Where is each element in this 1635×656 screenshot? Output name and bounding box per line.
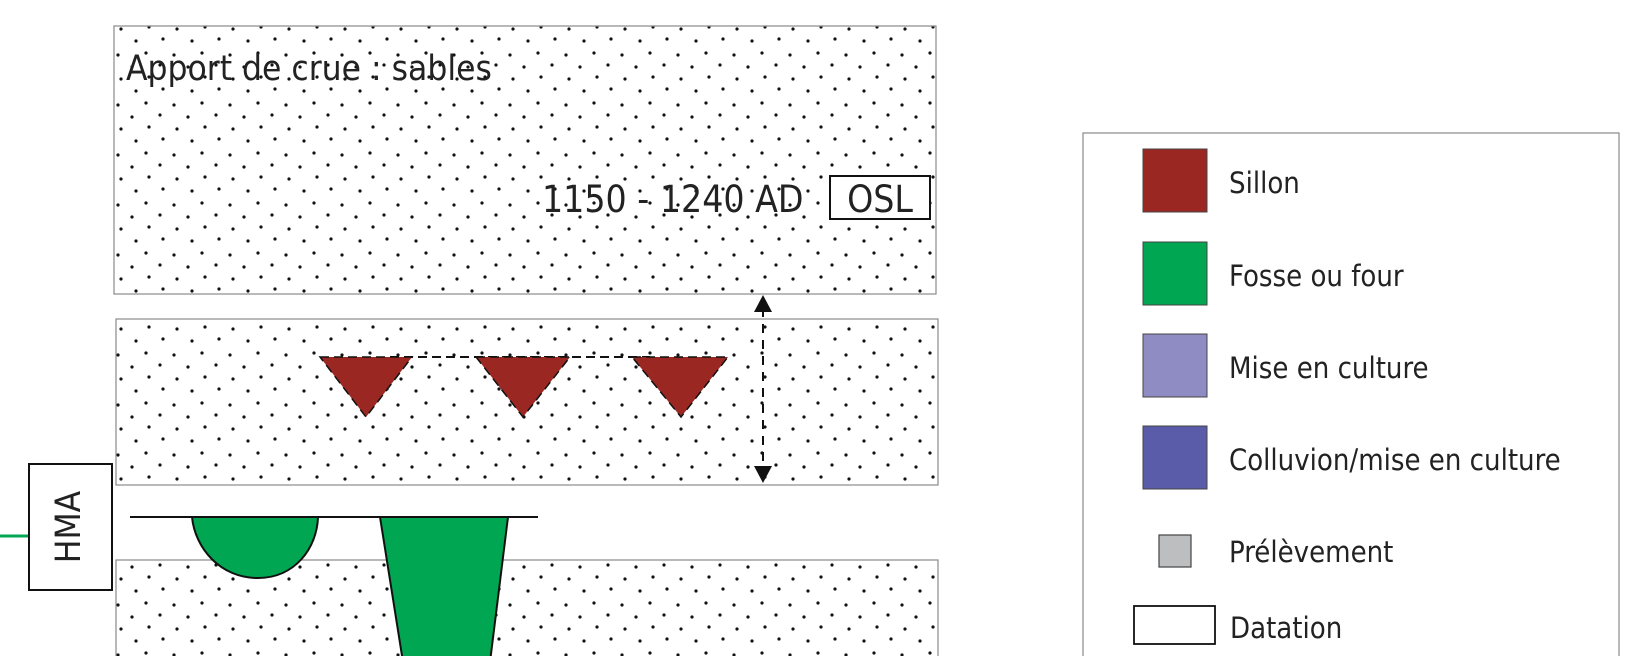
legend-label-colluvion: Colluvion/mise en culture: [1229, 443, 1561, 477]
legend-label-sillon: Sillon: [1229, 166, 1300, 200]
period-box: [28, 463, 113, 591]
furrow-3: [630, 356, 730, 419]
osl-box: [829, 175, 931, 220]
legend-label-fosse: Fosse ou four: [1229, 259, 1404, 293]
legend-swatch-fosse: [1142, 241, 1208, 306]
period-label: HMA: [49, 490, 89, 563]
date-range-label: 1150 - 1240 AD: [542, 178, 804, 221]
legend-swatch-sillon: [1142, 148, 1208, 213]
thickness-arrow: [754, 295, 772, 483]
legend-label-datation: Datation: [1230, 611, 1342, 645]
legend-swatch-colluvion: [1142, 425, 1208, 490]
furrow-1: [318, 356, 414, 419]
legend-swatch-mise-en-culture: [1142, 333, 1208, 398]
pit-deep: [378, 516, 510, 656]
flood-layer-label: Apport de crue : sables: [126, 49, 492, 89]
furrow-2: [474, 356, 572, 419]
pit-features: [130, 516, 538, 656]
period-marker: HMA: [0, 463, 113, 591]
osl-label: OSL: [847, 178, 913, 221]
legend-label-mise-en-culture: Mise en culture: [1229, 351, 1429, 385]
pit-shallow: [190, 516, 320, 580]
legend: Sillon Fosse ou four Mise en culture Col…: [1082, 132, 1620, 656]
legend-swatch-prelevement: [1158, 534, 1192, 568]
legend-swatch-datation: [1133, 605, 1216, 645]
furrow-layer: [115, 318, 939, 486]
flood-layer: Apport de crue : sables 1150 - 1240 AD O…: [113, 25, 937, 295]
legend-label-prelevement: Prélèvement: [1229, 535, 1393, 569]
